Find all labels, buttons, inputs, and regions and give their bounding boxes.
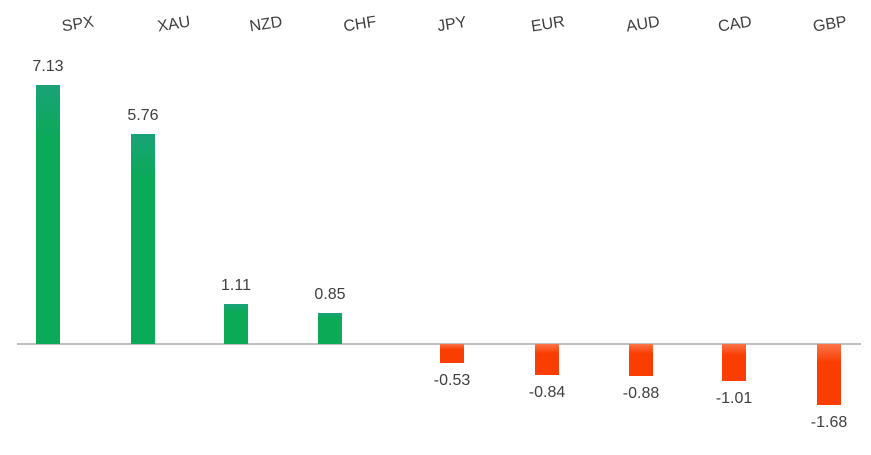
category-label-xau: XAU <box>156 13 192 36</box>
category-label-cad: CAD <box>716 13 753 36</box>
value-label-xau: 5.76 <box>127 107 159 125</box>
category-label-aud: AUD <box>624 13 661 36</box>
bar-chf <box>318 313 342 344</box>
value-label-chf: 0.85 <box>314 286 346 304</box>
bar-aud <box>629 344 653 376</box>
value-label-nzd: 1.11 <box>221 276 251 294</box>
bar-gbp <box>817 344 841 406</box>
category-label-jpy: JPY <box>436 13 468 36</box>
zero-axis-line <box>17 343 861 345</box>
value-label-jpy: -0.53 <box>433 372 471 390</box>
bar-cad <box>722 344 746 381</box>
bar-spx <box>36 84 60 344</box>
category-label-gbp: GBP <box>811 13 848 36</box>
bar-eur <box>535 344 559 375</box>
bar-xau <box>131 134 155 344</box>
value-label-aud: -0.88 <box>622 385 660 402</box>
category-label-chf: CHF <box>342 13 378 36</box>
category-label-spx: SPX <box>60 13 96 36</box>
value-label-gbp: -1.68 <box>810 414 848 432</box>
value-label-eur: -0.84 <box>528 383 566 401</box>
value-label-cad: -1.01 <box>715 389 753 407</box>
value-label-spx: 7.13 <box>32 57 64 75</box>
category-label-eur: EUR <box>529 13 566 36</box>
bar-jpy <box>440 344 464 364</box>
category-label-nzd: NZD <box>248 13 284 36</box>
bar-nzd <box>224 303 248 345</box>
